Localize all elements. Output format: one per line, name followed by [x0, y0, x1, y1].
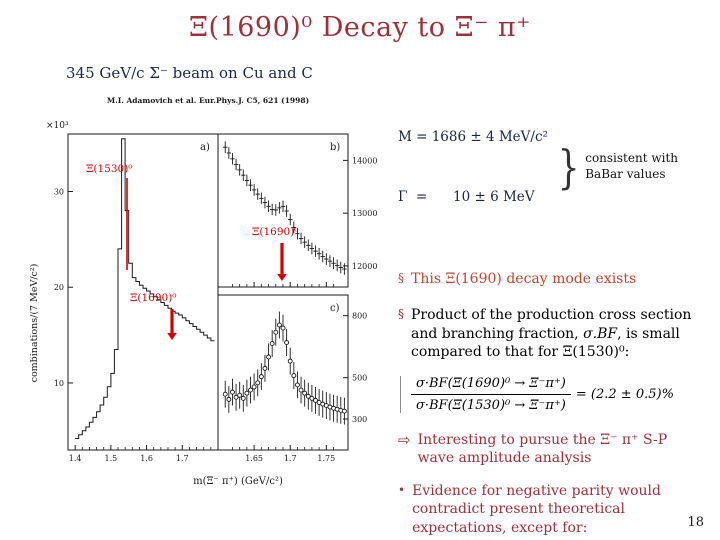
bullet-parity-text: Evidence for negative parity would contr…	[412, 482, 661, 536]
y-tick-label: 12000	[352, 262, 377, 271]
data-point	[305, 393, 311, 399]
square-bullet-icon: §	[398, 271, 404, 285]
x-tick-label: 1.5	[104, 454, 117, 463]
x-tick-label: 1.6	[140, 454, 153, 463]
dot-bullet-icon: •	[398, 482, 406, 497]
x-tick-label: 1.65	[245, 454, 263, 463]
mass-width-row: M = 1686 ± 4 MeV/c² Γ = 10 ± 6 MeV } con…	[398, 86, 716, 248]
equation-result: = (2.2 ± 0.5)%	[575, 386, 674, 402]
data-point	[248, 387, 253, 393]
data-point	[291, 373, 297, 379]
y-tick-label: 20	[54, 283, 64, 292]
sigma-bf-emph: σ.BF	[583, 325, 618, 342]
data-point	[229, 389, 235, 395]
data-point	[237, 392, 243, 398]
data-point	[294, 382, 300, 388]
figure-source-label: M.I. Adamovich et al. Eur.Phys.J. C5, 62…	[107, 96, 309, 105]
down-arrow-head-icon	[167, 333, 177, 340]
y-tick-label: 300	[352, 415, 367, 424]
bullet-cross-section: § Product of the production cross sectio…	[398, 306, 700, 361]
page-number: 18	[687, 515, 704, 530]
panel-a-frame	[67, 133, 219, 451]
x-tick-label: 1.4	[69, 454, 82, 463]
y-tick-label: 13000	[352, 209, 377, 218]
figure-x-axis-label: m(Ξ⁻ π⁺) (GeV/c²)	[193, 476, 283, 487]
annotation-label: Ξ(1690)⁰	[252, 226, 299, 238]
data-point	[266, 354, 272, 360]
results-column: M = 1686 ± 4 MeV/c² Γ = 10 ± 6 MeV } con…	[398, 86, 716, 540]
y-tick-label: 500	[352, 374, 367, 383]
decay-mass-figure: M.I. Adamovich et al. Eur.Phys.J. C5, 62…	[26, 88, 396, 500]
y-tick-label: 800	[352, 312, 367, 321]
square-bullet-icon: §	[398, 307, 404, 322]
bullet-decay-exists: § This Ξ(1690) decay mode exists	[398, 270, 716, 288]
data-point	[255, 380, 261, 386]
histogram-line	[75, 138, 215, 439]
data-point	[251, 384, 257, 390]
data-point	[276, 322, 282, 328]
annotation-label: Ξ(1530)⁰	[86, 163, 133, 175]
x-tick-label: 1.7	[284, 454, 297, 463]
figure-scale-note: ×10³	[46, 121, 69, 131]
data-point	[273, 329, 279, 335]
fraction-denominator: σ·BF(Ξ(1530)⁰ → Ξ⁻π⁺)	[416, 397, 566, 413]
data-point	[284, 340, 290, 345]
data-point	[222, 391, 228, 397]
data-point	[298, 387, 304, 393]
consistency-note: consistent with BaBar values	[585, 151, 678, 181]
bullet-text-after: , is small compared to that for Ξ(1530)⁰…	[411, 325, 680, 361]
page-title: Ξ(1690)⁰ Decay to Ξ⁻ π⁺	[189, 12, 531, 43]
data-point	[244, 390, 250, 396]
bullet-cross-section-text: Product of the production cross section …	[411, 306, 700, 361]
fraction: σ·BF(Ξ(1690)⁰ → Ξ⁻π⁺) σ·BF(Ξ(1530)⁰ → Ξ⁻…	[411, 376, 571, 413]
panel-b-letter: b)	[330, 142, 340, 153]
data-point	[269, 341, 275, 347]
data-point	[240, 395, 246, 401]
data-point	[226, 396, 232, 402]
figure-y-axis-label: combinations/(7 MeV/c²)	[29, 264, 40, 383]
data-point	[258, 374, 264, 380]
mass-value: M = 1686 ± 4 MeV/c²	[398, 128, 548, 145]
bullet-text-before: Product of the production cross section …	[411, 307, 692, 342]
panel-a: 1.4 1.5 1.6 1.7 10 20 30 a)	[54, 133, 219, 463]
data-point	[341, 408, 347, 414]
bullet-interesting: ⇨ Interesting to pursue the Ξ⁻ π⁺ S-P wa…	[398, 431, 698, 468]
data-point	[262, 365, 268, 371]
annotation-label: Ξ(1690)⁰	[130, 292, 177, 304]
data-point	[280, 325, 286, 331]
width-value: Γ = 10 ± 6 MeV	[398, 189, 535, 206]
bullet-parity: • Evidence for negative parity would con…	[398, 482, 674, 537]
right-arrow-icon: ⇨	[398, 430, 411, 449]
data-point	[233, 394, 239, 400]
panel-b: 12000 13000 14000 b)	[217, 133, 377, 288]
bullet-interesting-text: Interesting to pursue the Ξ⁻ π⁺ S-P wave…	[417, 431, 668, 467]
brace-glyph: }	[557, 140, 580, 194]
mass-width-values: M = 1686 ± 4 MeV/c² Γ = 10 ± 6 MeV	[398, 86, 548, 248]
y-tick-label: 30	[54, 187, 64, 196]
figure-svg: M.I. Adamovich et al. Eur.Phys.J. C5, 62…	[29, 96, 377, 487]
data-point	[302, 390, 308, 396]
down-arrow-head-icon	[277, 274, 287, 281]
fraction-numerator: σ·BF(Ξ(1690)⁰ → Ξ⁻π⁺)	[411, 376, 571, 395]
panel-c: 1.65 1.7 1.75 300 500 800 c)	[217, 294, 367, 463]
bullet-decay-exists-text: This Ξ(1690) decay mode exists	[411, 271, 637, 287]
data-point	[313, 397, 318, 403]
panel-a-letter: a)	[200, 142, 210, 153]
data-point	[309, 395, 315, 401]
data-point	[287, 358, 293, 364]
x-tick-label: 1.7	[176, 454, 189, 463]
x-tick-label: 1.75	[317, 454, 335, 463]
y-tick-label: 10	[54, 379, 64, 388]
panel-c-letter: c)	[330, 303, 340, 314]
beam-subtitle: 345 GeV/c Σ⁻ beam on Cu and C	[66, 64, 313, 82]
sigma-bf-ratio-equation: σ·BF(Ξ(1690)⁰ → Ξ⁻π⁺) σ·BF(Ξ(1530)⁰ → Ξ⁻…	[400, 375, 714, 413]
y-tick-label: 14000	[352, 156, 377, 165]
